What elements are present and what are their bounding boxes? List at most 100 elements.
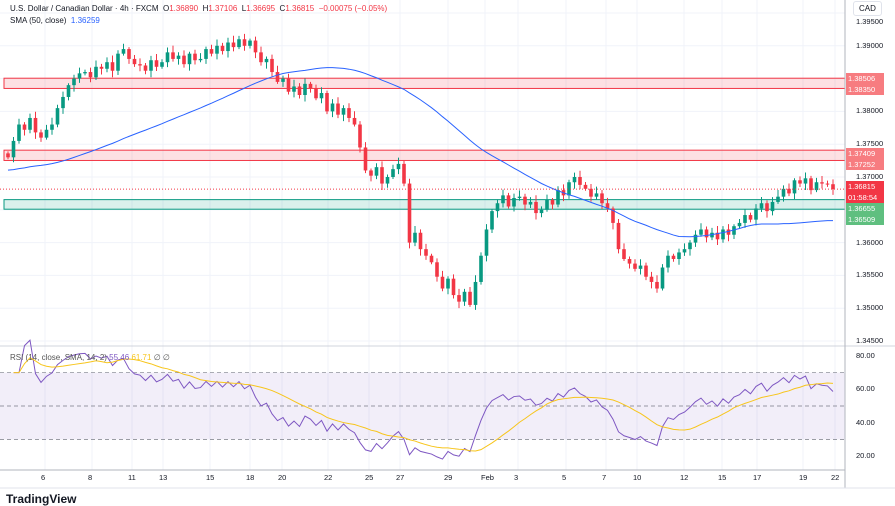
candle-body bbox=[215, 45, 219, 54]
candle-body bbox=[792, 180, 797, 194]
candle-body bbox=[655, 281, 659, 289]
candle-body bbox=[286, 78, 291, 92]
symbol-legend: U.S. Dollar / Canadian Dollar · 4h · FXC… bbox=[10, 4, 387, 13]
rsi-value: 55.46 bbox=[109, 353, 130, 362]
price-axis-label: 1.35500 bbox=[856, 270, 884, 280]
candle-body bbox=[666, 255, 670, 268]
candle-body bbox=[781, 188, 786, 197]
candle-body bbox=[352, 117, 357, 125]
price-axis-label: 1.37500 bbox=[856, 139, 884, 149]
candle-body bbox=[385, 177, 390, 184]
candle-body bbox=[358, 124, 362, 148]
candle-body bbox=[556, 190, 560, 205]
candle-body bbox=[616, 222, 621, 250]
price-axis-label: 1.38000 bbox=[856, 106, 884, 116]
candle-body bbox=[776, 196, 780, 202]
current-price-tag: 1.36815 bbox=[846, 181, 884, 192]
candle-body bbox=[660, 267, 665, 289]
time-axis-label: 17 bbox=[753, 473, 762, 482]
candle-body bbox=[226, 42, 230, 52]
candle-body bbox=[726, 229, 731, 235]
symbol-title: U.S. Dollar / Canadian Dollar · 4h · FXC… bbox=[10, 4, 159, 13]
rsi-axis-label: 20.00 bbox=[856, 451, 875, 461]
candle-body bbox=[319, 93, 324, 99]
candle-body bbox=[457, 295, 461, 302]
candle-body bbox=[413, 232, 417, 243]
candle-body bbox=[424, 249, 428, 256]
time-axis-label: 10 bbox=[633, 473, 642, 482]
rsi-axis-label: 40.00 bbox=[856, 417, 875, 427]
candle-body bbox=[831, 184, 835, 190]
candle-body bbox=[220, 45, 225, 52]
candle-body bbox=[242, 39, 247, 46]
candle-body bbox=[138, 64, 142, 66]
candle-body bbox=[688, 242, 692, 250]
zone-1 bbox=[3, 149, 846, 161]
low-label: L bbox=[241, 4, 247, 13]
zone-bottom-tag: 1.38350 bbox=[846, 84, 884, 96]
candle-body bbox=[644, 265, 648, 277]
candle-body bbox=[578, 177, 582, 185]
candle-body bbox=[149, 60, 153, 71]
time-axis-label: Feb bbox=[481, 473, 494, 482]
candle-body bbox=[132, 58, 137, 65]
candle-body bbox=[737, 222, 742, 227]
candle-body bbox=[754, 208, 758, 220]
zone-top-tag: 1.38506 bbox=[846, 73, 884, 85]
zone-bottom-tag: 1.36509 bbox=[846, 214, 884, 225]
candle-body bbox=[473, 281, 478, 305]
rsi-axis-label: 60.00 bbox=[856, 384, 875, 394]
zone-top-tag: 1.36655 bbox=[846, 203, 884, 214]
candle-body bbox=[22, 124, 27, 130]
candle-body bbox=[160, 62, 164, 67]
candle-body bbox=[528, 201, 533, 205]
candle-body bbox=[567, 182, 571, 196]
candle-body bbox=[193, 53, 197, 61]
candle-body bbox=[110, 62, 115, 71]
candle-body bbox=[39, 132, 43, 138]
candle-body bbox=[633, 263, 637, 269]
zone-0 bbox=[3, 77, 846, 89]
price-axis-label: 1.37000 bbox=[856, 172, 884, 181]
candle-body bbox=[231, 42, 236, 48]
candle-body bbox=[171, 52, 175, 59]
currency-button[interactable]: CAD bbox=[853, 1, 882, 16]
open-value: 1.36890 bbox=[169, 4, 199, 13]
open-label: O bbox=[162, 4, 170, 13]
countdown-tag: 01:58:54 bbox=[846, 192, 884, 203]
candle-body bbox=[264, 58, 269, 63]
candle-body bbox=[176, 55, 181, 59]
rsi-label: RSI (14, close, SMA, 14, 2) bbox=[10, 353, 107, 362]
rsi-extra: ∅ ∅ bbox=[153, 353, 170, 362]
candle-body bbox=[391, 169, 395, 177]
candle-body bbox=[121, 49, 126, 54]
candle-body bbox=[550, 199, 555, 205]
candle-body bbox=[600, 193, 604, 204]
candle-body bbox=[798, 180, 802, 184]
close-value: 1.36815 bbox=[285, 4, 315, 13]
candle-body bbox=[292, 86, 296, 92]
rsi-legend: RSI (14, close, SMA, 14, 2) 55.46 61.71 … bbox=[10, 353, 170, 362]
candle-body bbox=[66, 85, 71, 97]
candle-body bbox=[127, 49, 131, 59]
time-axis-label: 22 bbox=[831, 473, 840, 482]
candle-body bbox=[369, 170, 373, 176]
candle-body bbox=[330, 103, 335, 112]
candle-body bbox=[490, 211, 494, 230]
candle-body bbox=[743, 215, 747, 223]
candle-body bbox=[165, 52, 170, 63]
candle-body bbox=[204, 49, 208, 59]
candle-body bbox=[61, 96, 65, 109]
candle-body bbox=[451, 278, 456, 296]
candle-body bbox=[259, 52, 263, 63]
candle-body bbox=[440, 276, 445, 289]
candle-body bbox=[721, 229, 725, 240]
change-value: −0.00075 (−0.05%) bbox=[318, 4, 388, 13]
candle-body bbox=[94, 66, 98, 78]
candle-body bbox=[347, 108, 351, 118]
candle-body bbox=[446, 278, 450, 289]
time-axis-label: 18 bbox=[246, 473, 255, 482]
sma-label: SMA (50, close) bbox=[10, 16, 67, 25]
candle-body bbox=[820, 182, 824, 184]
